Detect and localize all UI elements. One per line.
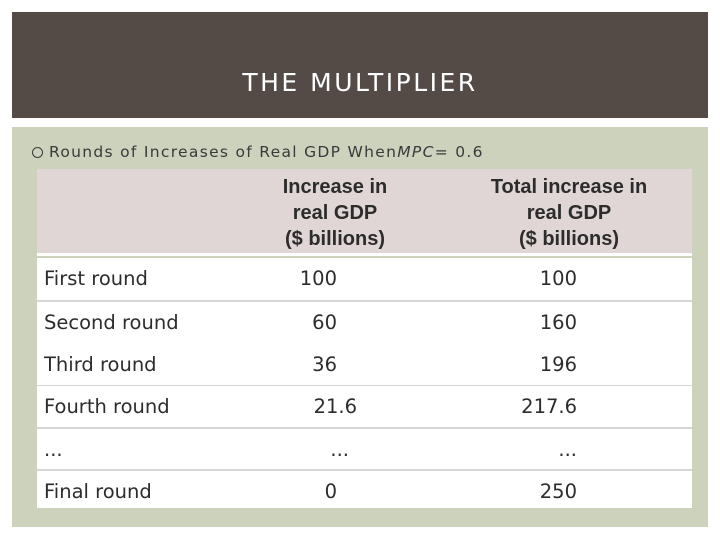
row-divider bbox=[37, 469, 692, 471]
increase-value: 0 bbox=[324, 480, 337, 503]
row-divider bbox=[37, 300, 692, 302]
total-value: 196 bbox=[539, 353, 577, 376]
column-header-increase: Increase in real GDP ($ billions) bbox=[282, 176, 388, 250]
table-row: Final round 0 250 bbox=[37, 471, 692, 508]
table-header: Increase in real GDP ($ billions) Total … bbox=[37, 169, 692, 256]
row-label: First round bbox=[44, 267, 148, 290]
subtitle-mpc: MPC bbox=[397, 143, 435, 161]
subtitle-suffix: = 0.6 bbox=[434, 143, 484, 161]
table-row: ... ... ... bbox=[37, 429, 692, 471]
row-label: Second round bbox=[44, 311, 179, 334]
row-label: Final round bbox=[44, 480, 152, 503]
increase-value: 100 bbox=[299, 267, 337, 290]
row-divider bbox=[37, 427, 692, 429]
increase-value: ... bbox=[330, 438, 349, 461]
increase-value: 21.6 bbox=[313, 395, 357, 418]
subtitle: Rounds of Increases of Real GDP When MPC… bbox=[32, 142, 484, 162]
total-value: 250 bbox=[539, 480, 577, 503]
table-row: Second round 60 160 bbox=[37, 302, 692, 344]
total-value: 100 bbox=[539, 267, 577, 290]
column-header-total: Total increase in real GDP ($ billions) bbox=[490, 176, 648, 250]
table-row: Fourth round 21.6 217.6 bbox=[37, 386, 692, 428]
row-label: Third round bbox=[44, 353, 157, 376]
increase-value: 60 bbox=[312, 311, 337, 334]
table-row: First round 100 100 bbox=[37, 258, 692, 300]
subtitle-prefix: Rounds of Increases of Real GDP When bbox=[49, 143, 398, 161]
total-value: 160 bbox=[539, 311, 577, 334]
total-value: ... bbox=[558, 438, 577, 461]
increase-value: 36 bbox=[312, 353, 337, 376]
slide-title: THE MULTIPLIER bbox=[242, 68, 478, 97]
row-label: Fourth round bbox=[44, 395, 170, 418]
multiplier-table: Increase in real GDP ($ billions) Total … bbox=[37, 169, 692, 508]
table-row: Third round 36 196 bbox=[37, 344, 692, 386]
row-label: ... bbox=[44, 438, 63, 461]
total-value: 217.6 bbox=[521, 395, 577, 418]
circle-bullet-icon bbox=[32, 146, 43, 158]
title-banner: THE MULTIPLIER bbox=[12, 12, 708, 118]
